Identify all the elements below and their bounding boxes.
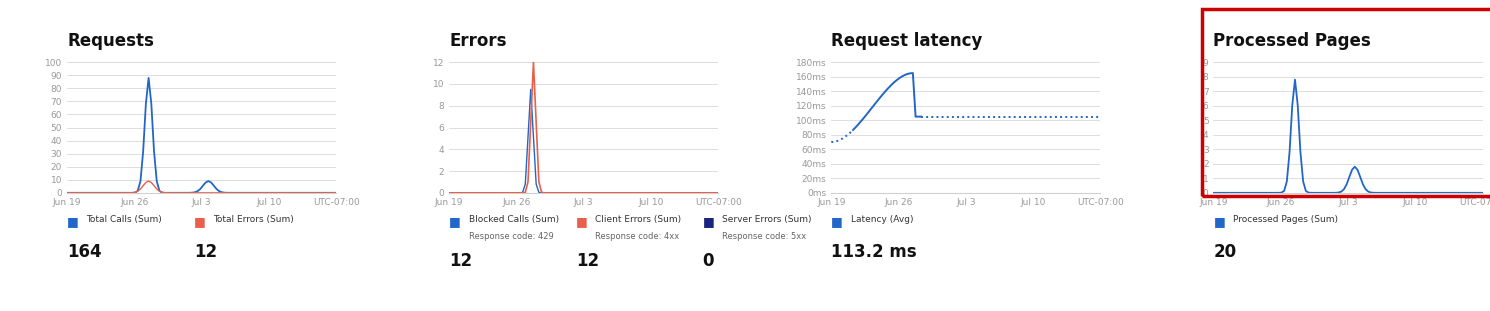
Text: Server Errors (Sum): Server Errors (Sum) <box>721 215 812 224</box>
Text: 12: 12 <box>448 252 472 270</box>
Text: Processed Pages: Processed Pages <box>1213 32 1371 50</box>
Text: 0: 0 <box>702 252 714 270</box>
Text: 164: 164 <box>67 243 101 261</box>
Text: ■: ■ <box>831 215 843 228</box>
Text: Response code: 4xx: Response code: 4xx <box>595 232 679 241</box>
Text: 12: 12 <box>575 252 599 270</box>
Text: Response code: 429: Response code: 429 <box>468 232 553 241</box>
Text: 20: 20 <box>1213 243 1237 261</box>
Text: ■: ■ <box>575 215 587 228</box>
Text: 12: 12 <box>194 243 218 261</box>
Text: Blocked Calls (Sum): Blocked Calls (Sum) <box>468 215 559 224</box>
Text: ■: ■ <box>194 215 206 228</box>
Text: Client Errors (Sum): Client Errors (Sum) <box>595 215 681 224</box>
Text: Request latency: Request latency <box>831 32 983 50</box>
Text: Errors: Errors <box>448 32 507 50</box>
Text: ■: ■ <box>67 215 79 228</box>
Text: Processed Pages (Sum): Processed Pages (Sum) <box>1232 215 1338 224</box>
Text: Requests: Requests <box>67 32 153 50</box>
Text: ■: ■ <box>702 215 714 228</box>
Text: ■: ■ <box>1213 215 1225 228</box>
Text: Response code: 5xx: Response code: 5xx <box>721 232 806 241</box>
Text: Total Calls (Sum): Total Calls (Sum) <box>86 215 162 224</box>
Text: Total Errors (Sum): Total Errors (Sum) <box>213 215 294 224</box>
Text: Latency (Avg): Latency (Avg) <box>851 215 913 224</box>
Text: 113.2 ms: 113.2 ms <box>831 243 916 261</box>
Text: ■: ■ <box>448 215 460 228</box>
